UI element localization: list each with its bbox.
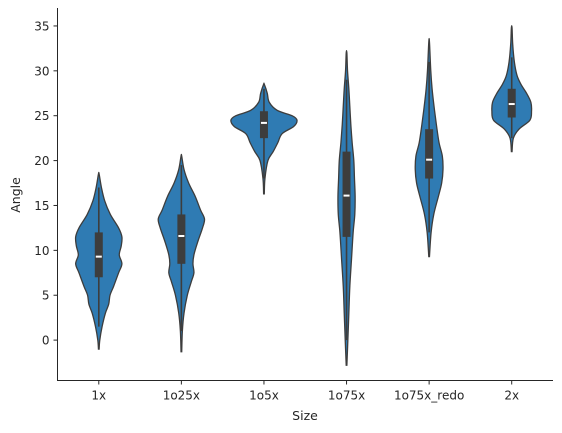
x-axis-title: Size <box>292 408 318 423</box>
x-tick-label: 1x <box>91 389 106 403</box>
y-tick-label: 20 <box>34 154 49 168</box>
y-tick-label: 10 <box>34 244 49 258</box>
violin-1o5x <box>230 82 298 195</box>
violin-iqr-box <box>94 232 103 278</box>
violin-2x <box>491 25 533 153</box>
violin-iqr-box <box>342 151 351 237</box>
x-tick-label: 1o75x <box>328 389 365 403</box>
x-tick-label: 1o75x_redo <box>394 389 464 403</box>
y-ticks: 0 5 10 15 20 25 30 35 <box>34 19 58 348</box>
x-ticks: 1x 1o25x 1o5x 1o75x 1o75x_redo 2x <box>91 380 519 403</box>
x-tick-label: 2x <box>504 389 519 403</box>
y-tick-label: 5 <box>42 289 50 303</box>
violin-layer <box>74 25 533 366</box>
axes <box>57 8 553 381</box>
x-tick-label: 1o5x <box>249 389 279 403</box>
violin-iqr-box <box>259 111 268 139</box>
y-tick-label: 30 <box>34 64 49 78</box>
x-tick-label: 1o25x <box>163 389 200 403</box>
y-tick-label: 15 <box>34 199 49 213</box>
violin-1o25x <box>157 153 206 353</box>
y-tick-label: 35 <box>34 19 49 33</box>
violin-iqr-box <box>425 129 434 179</box>
violin-1x <box>74 171 123 350</box>
y-tick-label: 25 <box>34 109 49 123</box>
violin-1o75x_redo <box>414 37 444 258</box>
y-axis-title: Angle <box>8 177 23 213</box>
y-tick-label: 0 <box>42 334 50 348</box>
violin-iqr-box <box>177 214 186 264</box>
violin-1o75x <box>337 49 356 366</box>
